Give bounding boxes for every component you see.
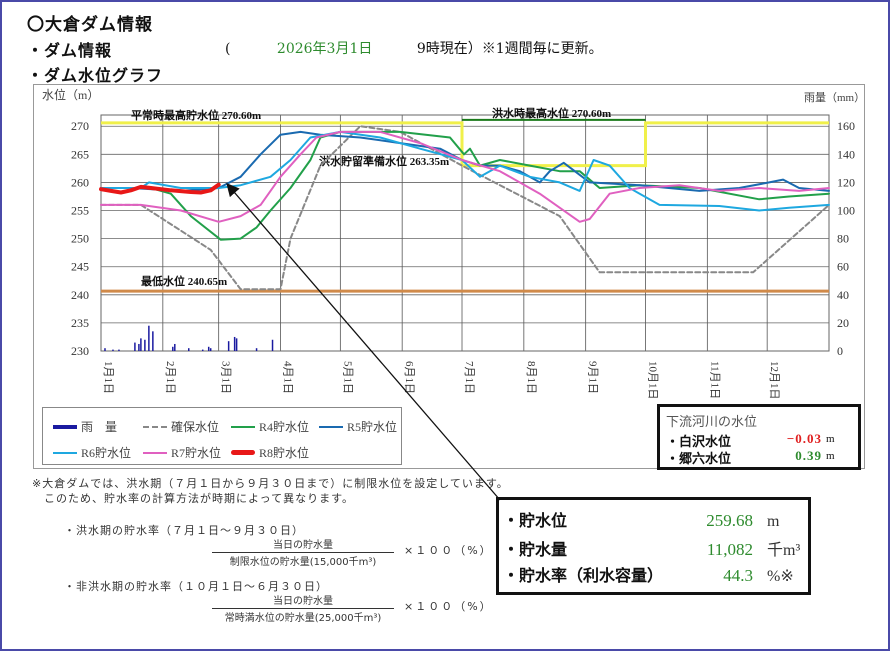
- legend-secured-level: 確保水位: [143, 418, 219, 435]
- legend-r8: R8貯水位: [231, 444, 309, 461]
- svg-text:最低水位 240.65m: 最低水位 240.65m: [141, 274, 227, 288]
- svg-text:4月1日: 4月1日: [282, 361, 294, 394]
- svg-text:260: 260: [71, 175, 89, 189]
- flood-season-label: ・洪水期の貯水率（７月１日～９月３０日）: [64, 524, 304, 537]
- svg-text:7月1日: 7月1日: [463, 361, 475, 394]
- dam-info-heading: ・ダム情報: [27, 41, 113, 60]
- stat-storage-rate: ・貯水率（利水容量） 44.3 %※: [503, 566, 794, 585]
- svg-text:140: 140: [837, 147, 855, 161]
- legend-r6: R6貯水位: [53, 444, 131, 461]
- goroku-value: 0.39: [795, 448, 822, 463]
- river-panel-title: 下流河川の水位: [666, 414, 758, 429]
- note-line-2: このため、貯水率の計算方法が時期によって異なります。: [44, 492, 355, 505]
- svg-text:2月1日: 2月1日: [164, 361, 176, 394]
- svg-text:5月1日: 5月1日: [341, 361, 353, 394]
- svg-text:1月1日: 1月1日: [102, 361, 114, 394]
- update-info: ( 2026年3月1日 9時現在）※1週間毎に更新。: [225, 38, 603, 58]
- update-date: 2026年3月1日: [276, 41, 373, 57]
- legend-swatch: [231, 425, 255, 428]
- chart-legend: 雨 量 確保水位 R4貯水位 R5貯水位 R6貯水位 R7貯水位 R8貯水位: [42, 407, 402, 465]
- nonflood-season-multiplier: ×１００（%）: [404, 600, 493, 613]
- svg-text:255: 255: [71, 204, 89, 218]
- svg-text:120: 120: [837, 175, 855, 189]
- legend-swatch: [319, 425, 343, 428]
- flood-season-multiplier: ×１００（%）: [404, 544, 493, 557]
- river-row-shirasawa: ・白沢水位 −0.03 m: [666, 431, 835, 450]
- note-line-1: ※大倉ダムでは、洪水期（７月１日から９月３０日まで）に制限水位を設定しています。: [32, 477, 509, 490]
- update-time-note: 9時現在）※1週間毎に更新。: [416, 41, 603, 57]
- legend-rain: 雨 量: [53, 418, 117, 435]
- svg-text:10月1日: 10月1日: [647, 361, 659, 400]
- downstream-river-panel: 下流河川の水位 ・白沢水位 −0.03 m ・郷六水位 0.39 m: [657, 404, 861, 470]
- svg-text:160: 160: [837, 119, 855, 133]
- svg-text:245: 245: [71, 260, 89, 274]
- stat-storage-volume: ・貯水量 11,082 千m³: [503, 540, 801, 559]
- legend-r7: R7貯水位: [143, 444, 221, 461]
- river-row-goroku: ・郷六水位 0.39 m: [666, 448, 835, 467]
- svg-text:3月1日: 3月1日: [220, 361, 232, 394]
- svg-text:40: 40: [837, 288, 849, 302]
- svg-text:100: 100: [837, 204, 855, 218]
- svg-text:平常時最高貯水位 270.60m: 平常時最高貯水位 270.60m: [131, 108, 261, 122]
- svg-text:20: 20: [837, 316, 849, 330]
- graph-heading: ・ダム水位グラフ: [27, 66, 164, 85]
- svg-text:11月1日: 11月1日: [708, 361, 720, 399]
- legend-swatch: [143, 425, 167, 428]
- water-level-value: 259.68: [706, 511, 753, 530]
- svg-text:240: 240: [71, 288, 89, 302]
- svg-text:12月1日: 12月1日: [768, 361, 780, 400]
- svg-text:250: 250: [71, 232, 89, 246]
- reservoir-stats-panel: ・貯水位 259.68 m ・貯水量 11,082 千m³ ・貯水率（利水容量）…: [496, 497, 811, 595]
- page-title: 〇大倉ダム情報: [27, 15, 153, 35]
- storage-rate-value: 44.3: [723, 566, 753, 585]
- storage-volume-value: 11,082: [706, 540, 753, 559]
- svg-text:0: 0: [837, 344, 843, 358]
- shirasawa-value: −0.03: [786, 431, 822, 446]
- legend-swatch: [53, 424, 77, 429]
- nonflood-season-fraction: 当日の貯水量 常時満水位の貯水量(25,000千m³): [212, 592, 394, 624]
- svg-text:80: 80: [837, 232, 849, 246]
- flood-season-fraction: 当日の貯水量 制限水位の貯水量(15,000千m³): [212, 536, 394, 568]
- legend-swatch: [53, 451, 77, 454]
- svg-text:9月1日: 9月1日: [587, 361, 599, 394]
- legend-swatch: [231, 450, 255, 455]
- svg-text:230: 230: [71, 344, 89, 358]
- legend-swatch: [143, 451, 167, 454]
- svg-text:6月1日: 6月1日: [403, 361, 415, 394]
- svg-text:60: 60: [837, 260, 849, 274]
- svg-text:雨量（mm）: 雨量（mm）: [804, 91, 864, 104]
- svg-text:洪水時最高水位 270.60m: 洪水時最高水位 270.60m: [492, 106, 611, 120]
- nonflood-season-label: ・非洪水期の貯水率（１０月１日～６月３０日）: [64, 580, 328, 593]
- svg-text:洪水貯留準備水位 263.35m: 洪水貯留準備水位 263.35m: [319, 154, 449, 168]
- svg-text:265: 265: [71, 147, 89, 161]
- svg-text:270: 270: [71, 119, 89, 133]
- stat-water-level: ・貯水位 259.68 m: [503, 511, 780, 530]
- svg-text:235: 235: [71, 316, 89, 330]
- legend-r4: R4貯水位: [231, 418, 309, 435]
- legend-r5: R5貯水位: [319, 418, 397, 435]
- paren-open: (: [225, 41, 231, 57]
- svg-text:水位（m）: 水位（m）: [42, 87, 99, 102]
- svg-text:8月1日: 8月1日: [525, 361, 537, 394]
